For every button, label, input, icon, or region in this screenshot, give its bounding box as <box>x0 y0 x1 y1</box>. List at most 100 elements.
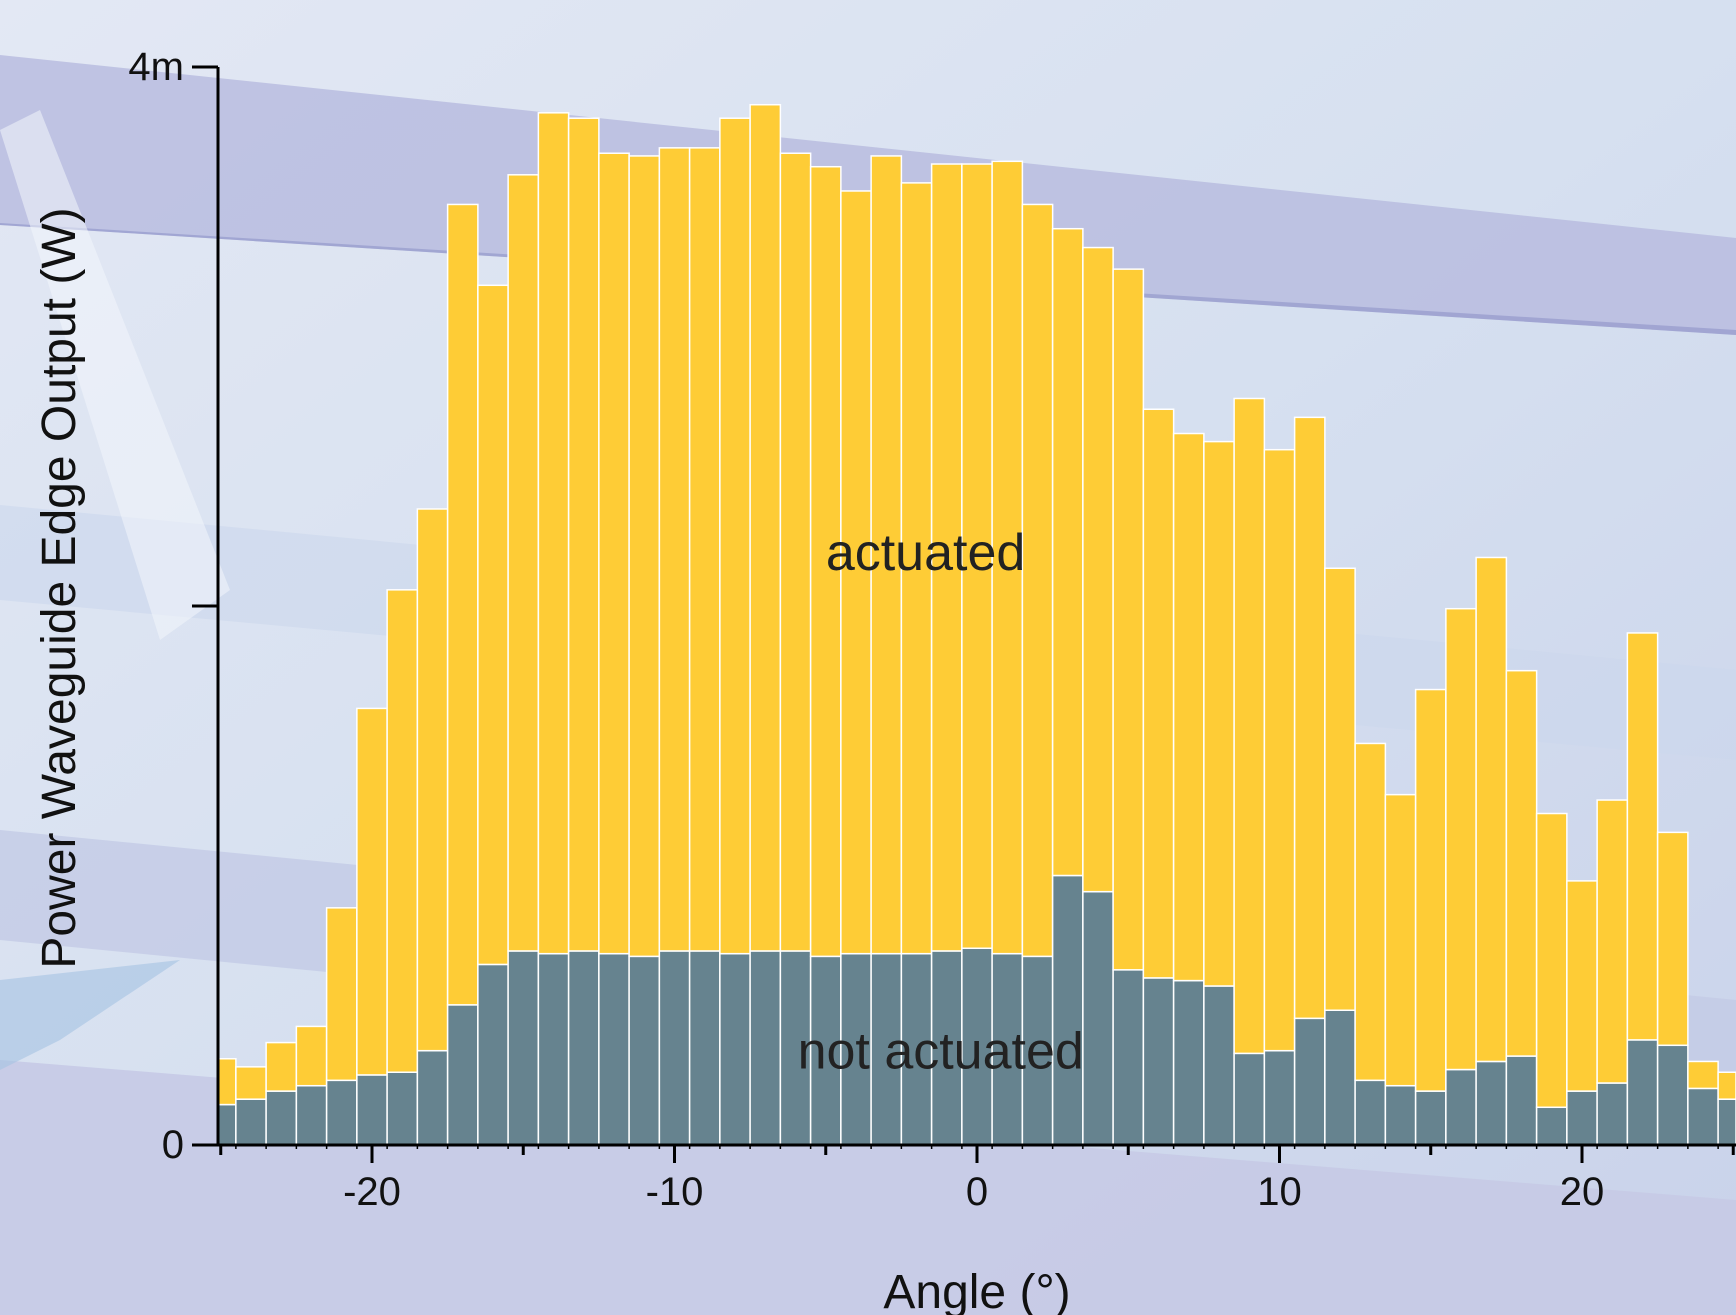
bar-not-actuated--14 <box>537 952 570 1146</box>
bar-actuated--24 <box>235 1066 267 1100</box>
bar-actuated--2 <box>900 182 933 955</box>
bar-not-actuated-21 <box>1596 1082 1629 1146</box>
bar-not-actuated--11 <box>628 955 661 1146</box>
bar-not-actuated-22 <box>1626 1039 1659 1146</box>
bar-actuated--13 <box>567 117 600 952</box>
bar-actuated-20 <box>1566 880 1598 1092</box>
bar-not-actuated-16 <box>1445 1068 1477 1146</box>
axes-group: -20 -10 0 10 20 0 4m <box>128 45 1736 1214</box>
bar-not-actuated-6 <box>1142 977 1175 1146</box>
bar-not-actuated-24 <box>1687 1087 1719 1146</box>
bar-actuated-3 <box>1051 227 1084 877</box>
bar-actuated-21 <box>1596 799 1629 1084</box>
bar-actuated-5 <box>1112 268 1145 971</box>
bar-not-actuated-4 <box>1082 890 1114 1146</box>
bar-actuated-11 <box>1293 416 1326 1020</box>
bar-not-actuated-12 <box>1324 1009 1356 1146</box>
bar-actuated-8 <box>1203 440 1235 987</box>
y-ticks-group: 0 4m <box>128 45 218 1167</box>
y-axis-title: Power Waveguide Edge Output (W) <box>33 207 86 968</box>
bar-actuated-9 <box>1233 397 1266 1055</box>
bar-actuated-23 <box>1656 831 1689 1047</box>
bar-not-actuated--9 <box>688 950 721 1146</box>
bar-actuated--20 <box>356 707 388 1076</box>
bar-not-actuated--19 <box>386 1071 419 1146</box>
bar-not-actuated-13 <box>1354 1079 1387 1146</box>
x-tick-label: 20 <box>1560 1170 1605 1214</box>
bar-actuated--25 <box>217 1058 237 1106</box>
bar-not-actuated--18 <box>416 1049 449 1146</box>
bar-actuated-4 <box>1082 246 1114 893</box>
bar-actuated--23 <box>265 1041 298 1092</box>
bar-actuated--9 <box>688 147 721 952</box>
bar-actuated--10 <box>658 147 691 952</box>
bar-actuated-19 <box>1535 812 1568 1109</box>
bar-not-actuated--24 <box>235 1098 267 1146</box>
bar-not-actuated--6 <box>779 950 812 1146</box>
bar-actuated--4 <box>840 190 872 955</box>
bar-not-actuated-0 <box>961 947 993 1146</box>
y-tick-label: 4m <box>128 45 184 89</box>
bar-not-actuated--12 <box>598 952 630 1146</box>
bar-actuated--12 <box>598 152 630 955</box>
bar-actuated--11 <box>628 155 661 958</box>
bar-not-actuated--7 <box>749 950 782 1146</box>
bar-not-actuated--4 <box>840 952 872 1146</box>
series-label-actuated: actuated <box>826 524 1026 582</box>
series-label-not-actuated: not actuated <box>798 1023 1084 1081</box>
bar-not-actuated-18 <box>1505 1055 1538 1146</box>
y-tick-label: 0 <box>162 1123 184 1167</box>
bar-not-actuated-3 <box>1051 874 1084 1146</box>
bar-not-actuated--15 <box>507 950 540 1146</box>
bar-actuated-0 <box>961 163 993 950</box>
bar-not-actuated-25 <box>1717 1098 1736 1146</box>
bar-not-actuated--23 <box>265 1090 298 1146</box>
bar-not-actuated-20 <box>1566 1090 1598 1146</box>
bar-actuated-1 <box>991 160 1024 955</box>
bar-not-actuated--5 <box>809 955 842 1146</box>
bar-actuated--14 <box>537 112 570 955</box>
bar-actuated-7 <box>1172 432 1205 982</box>
bar-not-actuated-17 <box>1475 1060 1508 1146</box>
bar-actuated--16 <box>477 284 509 966</box>
bar-actuated--8 <box>719 117 751 955</box>
bar-not-actuated-23 <box>1656 1044 1689 1146</box>
bar-actuated-22 <box>1626 632 1659 1041</box>
bar-actuated--19 <box>386 589 419 1073</box>
bar-not-actuated--22 <box>295 1084 328 1146</box>
bar-not-actuated-9 <box>1233 1052 1266 1146</box>
bar-actuated-13 <box>1354 742 1387 1082</box>
bar-actuated--17 <box>446 203 479 1006</box>
bars-group <box>217 103 1736 1146</box>
bar-not-actuated-14 <box>1384 1084 1417 1146</box>
bar-actuated--7 <box>749 103 782 952</box>
bar-actuated-24 <box>1687 1060 1719 1090</box>
bar-actuated-17 <box>1475 556 1508 1063</box>
bar-actuated-2 <box>1021 203 1054 958</box>
x-tick-label: -20 <box>343 1170 401 1214</box>
bar-actuated-18 <box>1505 669 1538 1057</box>
bar-actuated-15 <box>1414 688 1447 1092</box>
bar-not-actuated-7 <box>1172 979 1205 1146</box>
bar-not-actuated--21 <box>325 1079 358 1146</box>
bar-actuated--15 <box>507 174 540 952</box>
bar-not-actuated-11 <box>1293 1017 1326 1146</box>
annotations-group: actuated not actuated <box>798 524 1084 1081</box>
x-tick-label: -10 <box>646 1170 704 1214</box>
bar-actuated--18 <box>416 508 449 1052</box>
x-tick-label: 0 <box>966 1170 988 1214</box>
bar-not-actuated-5 <box>1112 969 1145 1146</box>
bar-not-actuated-10 <box>1263 1049 1296 1146</box>
bar-actuated--22 <box>295 1025 328 1087</box>
bar-not-actuated--10 <box>658 950 691 1146</box>
bar-not-actuated-8 <box>1203 985 1235 1146</box>
bar-actuated--21 <box>325 907 358 1082</box>
bar-actuated-16 <box>1445 607 1477 1071</box>
bar-actuated-10 <box>1263 448 1296 1052</box>
bar-not-actuated-19 <box>1535 1106 1568 1146</box>
bar-not-actuated--13 <box>567 950 600 1146</box>
bar-actuated-6 <box>1142 408 1175 979</box>
bar-not-actuated--8 <box>719 952 751 1146</box>
x-axis-title: Angle (°) <box>883 1266 1070 1315</box>
